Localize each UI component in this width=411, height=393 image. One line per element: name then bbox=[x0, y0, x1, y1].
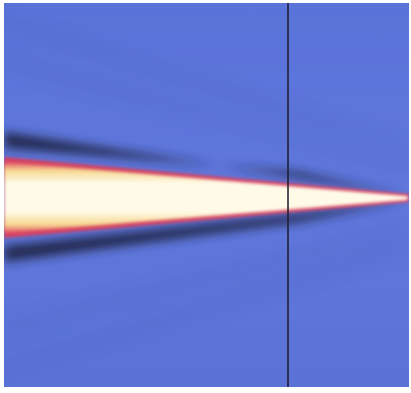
field-image bbox=[0, 0, 411, 393]
plot-area bbox=[0, 3, 411, 387]
page bbox=[0, 0, 411, 393]
